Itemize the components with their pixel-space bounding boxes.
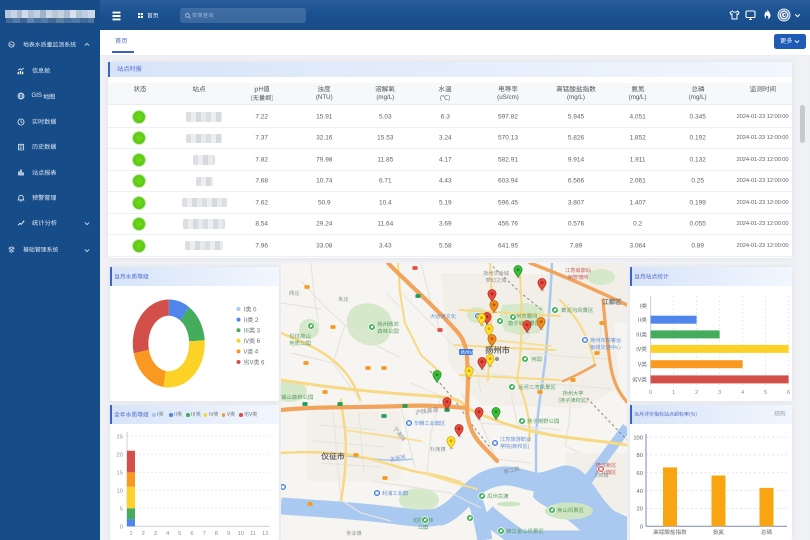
svg-text:40: 40 — [637, 489, 643, 495]
svg-text:2: 2 — [255, 317, 259, 324]
svg-text:5: 5 — [764, 390, 767, 396]
svg-text:60: 60 — [637, 471, 643, 477]
svg-text:3: 3 — [154, 531, 157, 537]
svg-text:4: 4 — [741, 390, 745, 396]
svg-text:15: 15 — [117, 471, 123, 477]
svg-text:1: 1 — [129, 531, 132, 537]
svg-text:9: 9 — [227, 531, 230, 537]
svg-text:80: 80 — [637, 453, 643, 459]
svg-text:10: 10 — [117, 489, 123, 495]
svg-text:6: 6 — [261, 359, 265, 366]
svg-text:0: 0 — [649, 390, 652, 396]
svg-text:25: 25 — [117, 435, 123, 441]
svg-text:11: 11 — [250, 531, 256, 537]
svg-text:20: 20 — [637, 507, 643, 513]
svg-text:3: 3 — [257, 328, 261, 335]
svg-text:2: 2 — [142, 531, 145, 537]
svg-text:20: 20 — [117, 453, 123, 459]
svg-text:3: 3 — [718, 390, 721, 396]
svg-text:6: 6 — [787, 390, 790, 396]
svg-text:1: 1 — [672, 390, 675, 396]
svg-text:4: 4 — [255, 349, 259, 356]
svg-text:2: 2 — [695, 390, 698, 396]
svg-text:6: 6 — [257, 338, 261, 345]
svg-text:7: 7 — [203, 531, 206, 537]
svg-text:5: 5 — [120, 507, 123, 513]
svg-text:10: 10 — [238, 531, 244, 537]
svg-text:100: 100 — [633, 435, 643, 441]
svg-text:5: 5 — [178, 531, 181, 537]
svg-text:0: 0 — [253, 306, 257, 313]
svg-text:6: 6 — [190, 531, 193, 537]
svg-text:12: 12 — [262, 531, 268, 537]
svg-text:0: 0 — [120, 525, 123, 531]
svg-text:4: 4 — [166, 531, 170, 537]
svg-text:8: 8 — [215, 531, 218, 537]
svg-text:0: 0 — [640, 525, 643, 531]
